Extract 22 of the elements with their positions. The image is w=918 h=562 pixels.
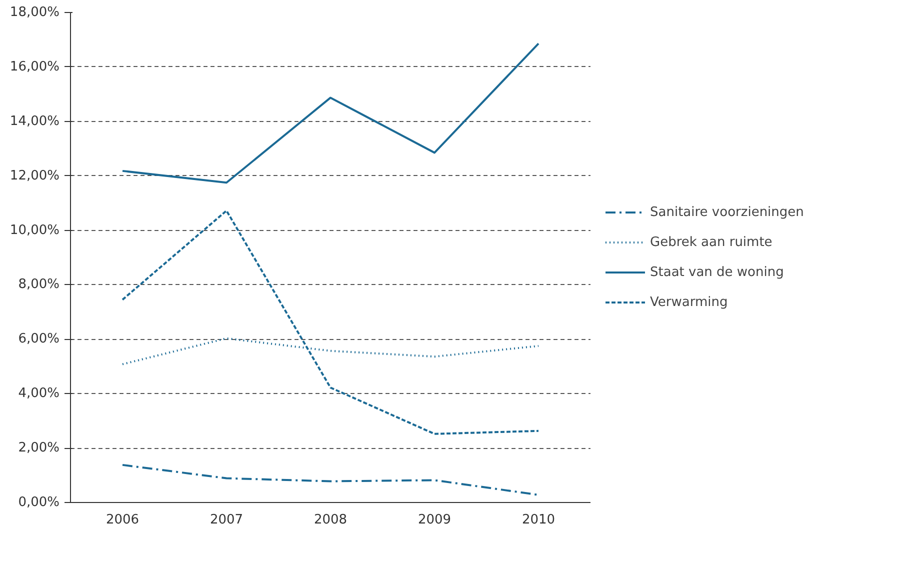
- x-tick-label: 2008: [314, 512, 348, 528]
- line-series: [122, 210, 540, 435]
- y-tick-label: 8,00%: [18, 277, 60, 292]
- legend-label: Sanitaire voorzieningen: [650, 204, 804, 220]
- x-tick-label: 2010: [522, 512, 556, 528]
- y-tick-label: 6,00%: [18, 332, 60, 347]
- line-series: [122, 464, 540, 496]
- y-tick-label: 16,00%: [10, 59, 60, 74]
- y-tick-label: 18,00%: [10, 5, 60, 20]
- x-tick-label: 2006: [106, 512, 140, 528]
- y-tick-label: 10,00%: [10, 222, 60, 238]
- y-tick-label: 0,00%: [18, 495, 60, 510]
- y-tick-label: 14,00%: [10, 114, 60, 129]
- legend-label: Gebrek aan ruimte: [650, 234, 772, 250]
- y-tick-label: 4,00%: [18, 386, 60, 402]
- x-tick-label: 2007: [210, 512, 244, 528]
- y-tick-label: 2,00%: [18, 440, 60, 456]
- line-series: [122, 42, 540, 184]
- legend-label: Staat van de woning: [650, 264, 784, 280]
- legend-label: Verwarming: [650, 294, 728, 310]
- y-tick-label: 12,00%: [10, 168, 60, 184]
- x-tick-label: 2009: [418, 512, 452, 528]
